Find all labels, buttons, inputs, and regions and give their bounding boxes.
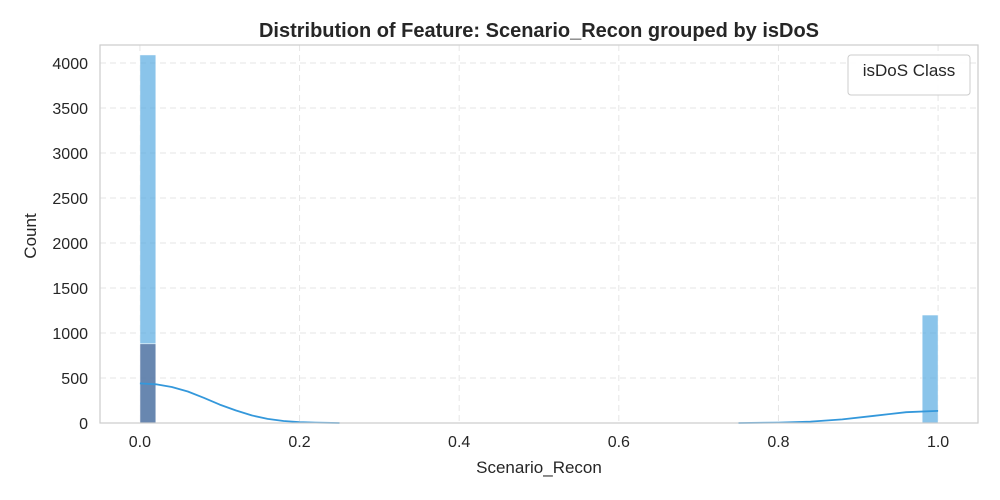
- y-tick-label: 2500: [52, 191, 88, 208]
- y-tick-label: 3500: [52, 101, 88, 118]
- bars-layer: [139, 54, 939, 424]
- x-tick-label: 0.4: [448, 434, 470, 451]
- legend-title: isDoS Class: [863, 61, 956, 80]
- x-tick-label: 0.2: [288, 434, 310, 451]
- kde-line-0: [139, 382, 340, 424]
- x-tick-label: 0.6: [608, 434, 630, 451]
- kde-layer: [139, 382, 939, 424]
- histogram-bar-2: [921, 314, 939, 424]
- y-tick-label: 1500: [52, 281, 88, 298]
- x-axis-label: Scenario_Recon: [476, 458, 602, 477]
- y-tick-label: 1000: [52, 326, 88, 343]
- y-ticks: 0 500 1000 1500 2000 2500 3000 3500 4000: [52, 56, 88, 433]
- x-tick-label: 0.8: [767, 434, 789, 451]
- y-tick-label: 0: [79, 416, 88, 433]
- chart-title: Distribution of Feature: Scenario_Recon …: [259, 20, 819, 42]
- grid-layer: [100, 45, 978, 424]
- kde-line-1: [738, 410, 939, 424]
- y-tick-label: 4000: [52, 56, 88, 73]
- y-tick-label: 3000: [52, 146, 88, 163]
- x-tick-label: 1.0: [927, 434, 949, 451]
- y-tick-label: 500: [61, 371, 88, 388]
- x-ticks: 0.0 0.2 0.4 0.6 0.8 1.0: [129, 434, 950, 451]
- legend-box: [847, 54, 971, 96]
- y-tick-label: 2000: [52, 236, 88, 253]
- y-axis-label: Count: [21, 213, 40, 259]
- legend: isDoS Class: [847, 54, 971, 96]
- x-tick-label: 0.0: [129, 434, 151, 451]
- plot-frame: [99, 44, 979, 424]
